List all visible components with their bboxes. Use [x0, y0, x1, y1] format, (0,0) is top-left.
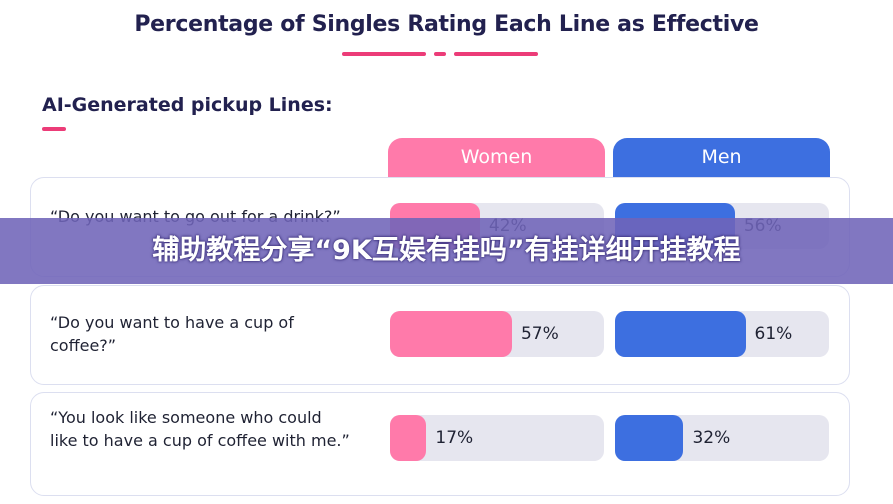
overlay-banner: 辅助教程分享“9K互娱有挂吗”有挂详细开挂教程	[0, 218, 893, 284]
title-underline-dot	[434, 52, 446, 56]
row-2-men-track: 61%	[615, 311, 829, 357]
row-2-women-track: 57%	[390, 311, 604, 357]
row-3-men-label: 32%	[692, 428, 731, 448]
section-underline	[42, 127, 66, 131]
row-2-women-bar	[390, 311, 512, 357]
row-2-men-bar	[615, 311, 746, 357]
row-3-text: “You look like someone who could like to…	[50, 408, 350, 450]
row-2-text: “Do you want to have a cup of coffee?”	[50, 313, 294, 355]
row-2-women-label: 57%	[520, 324, 559, 344]
row-3-women-label: 17%	[435, 428, 474, 448]
overlay-banner-text: 辅助教程分享“9K互娱有挂吗”有挂详细开挂教程	[152, 235, 741, 266]
row-3-men-bar	[615, 415, 684, 461]
row-3-men-track: 32%	[615, 415, 829, 461]
section-title: AI-Generated pickup Lines:	[42, 94, 333, 116]
legend-women-header: Women	[388, 138, 605, 178]
title-underline-left	[342, 52, 426, 56]
title-underline-right	[454, 52, 538, 56]
row-2-men-label: 61%	[754, 324, 793, 344]
row-3-women-track: 17%	[390, 415, 604, 461]
row-3-women-bar	[390, 415, 427, 461]
legend-men-header: Men	[613, 138, 830, 178]
chart-title: Percentage of Singles Rating Each Line a…	[134, 12, 759, 37]
